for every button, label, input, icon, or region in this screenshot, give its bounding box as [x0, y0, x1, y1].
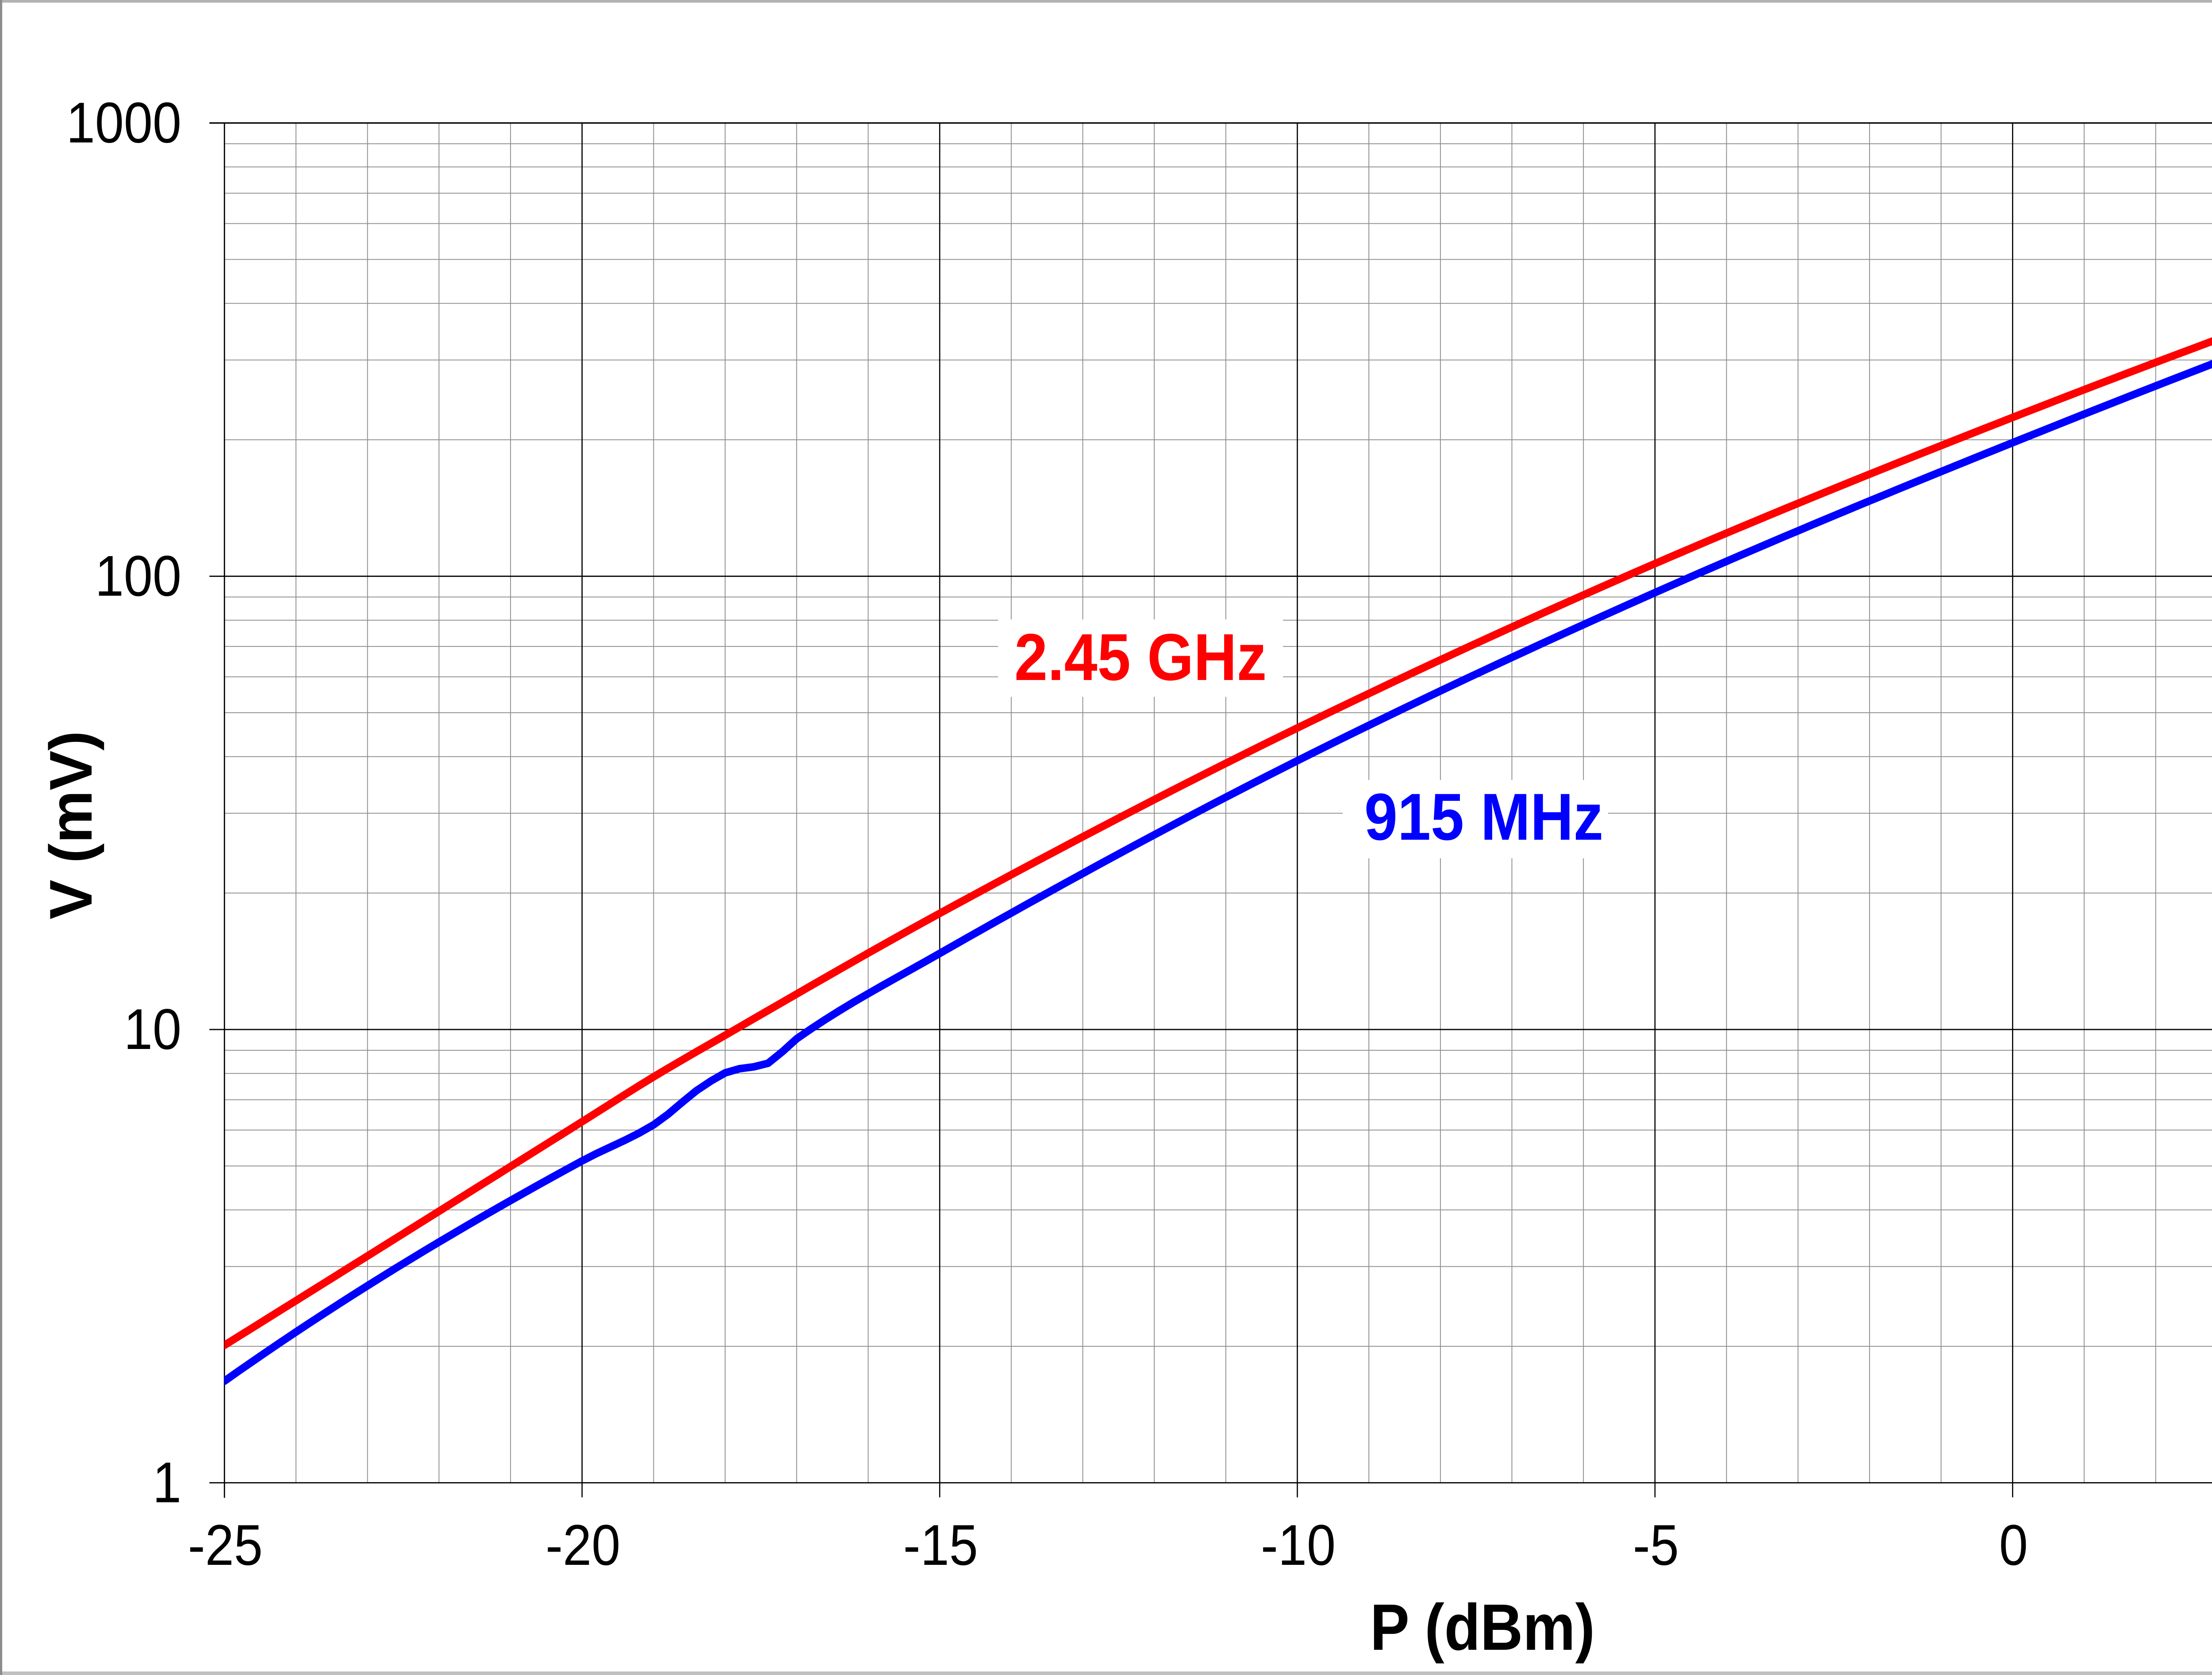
svg-text:-10: -10	[1261, 1513, 1336, 1577]
svg-text:1000: 1000	[66, 91, 181, 155]
svg-text:-15: -15	[903, 1513, 978, 1577]
svg-text:10: 10	[124, 997, 181, 1061]
svg-text:0: 0	[1999, 1513, 2028, 1577]
svg-text:915 MHz: 915 MHz	[1364, 780, 1603, 854]
svg-text:-25: -25	[188, 1513, 263, 1577]
svg-text:-20: -20	[545, 1513, 620, 1577]
svg-text:100: 100	[95, 544, 181, 608]
svg-text:P (dBm): P (dBm)	[1370, 1591, 1595, 1664]
svg-text:V (mV): V (mV)	[37, 731, 104, 919]
svg-text:-5: -5	[1633, 1513, 1679, 1577]
svg-text:1: 1	[153, 1451, 181, 1515]
svg-text:2.45 GHz: 2.45 GHz	[1014, 620, 1267, 694]
